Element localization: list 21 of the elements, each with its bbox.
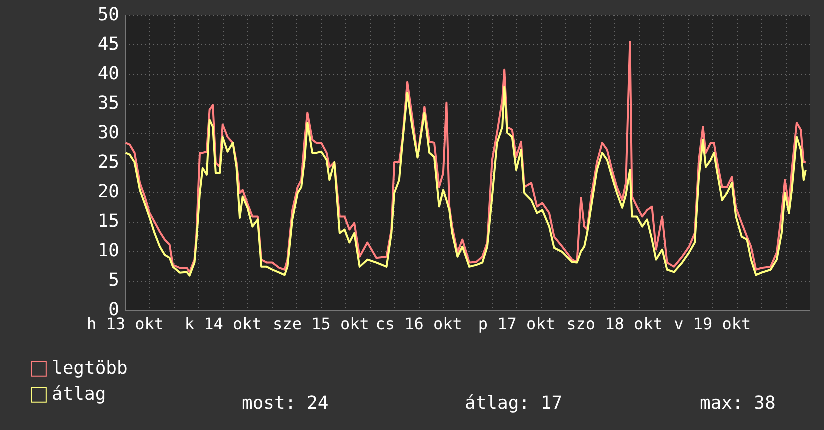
y-tick-label: 45 bbox=[98, 34, 120, 55]
y-tick-label: 35 bbox=[98, 93, 120, 114]
text: max: 38 bbox=[700, 393, 776, 414]
text: átlag: 17 bbox=[465, 393, 563, 414]
y-tick-label: 40 bbox=[98, 64, 120, 84]
y-tick-label: 25 bbox=[98, 152, 120, 173]
x-tick-label: v 19 okt bbox=[674, 314, 752, 334]
y-tick-label: 30 bbox=[98, 122, 120, 144]
legend-label: legtöbb bbox=[52, 358, 128, 379]
x-tick-label: k 14 okt bbox=[184, 314, 262, 334]
x-tick-label: sze 15 okt bbox=[273, 314, 370, 334]
y-tick-label: 5 bbox=[108, 270, 120, 291]
y-tick-label: 20 bbox=[98, 182, 120, 202]
x-tick-label: cs 16 okt bbox=[376, 314, 462, 334]
y-tick-label: 50 bbox=[98, 4, 120, 26]
x-tick-label: p 17 okt bbox=[478, 314, 556, 334]
x-tick-label: szo 18 okt bbox=[566, 314, 663, 334]
y-tick-label: 10 bbox=[98, 240, 120, 262]
legend-label: átlag bbox=[52, 384, 106, 405]
y-tick-label: 15 bbox=[98, 211, 120, 232]
text: most: 24 bbox=[242, 393, 329, 414]
